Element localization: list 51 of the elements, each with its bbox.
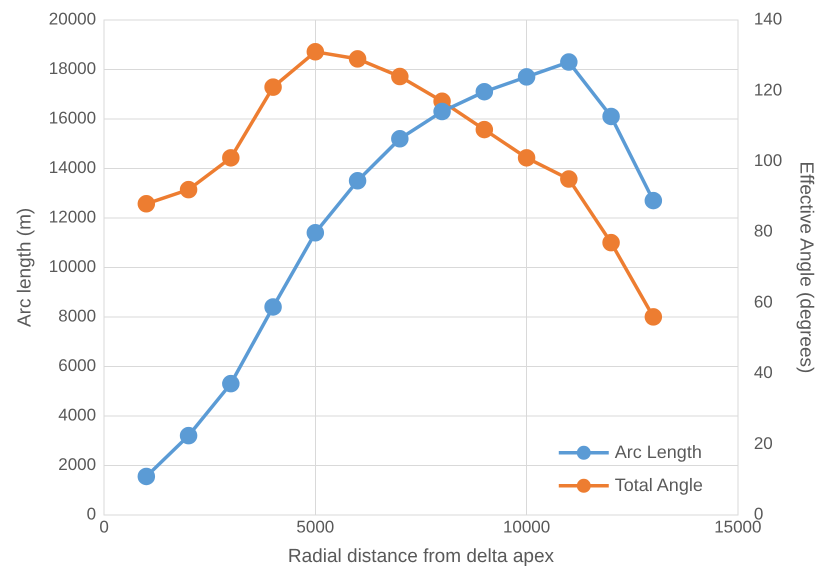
legend-label: Total Angle	[614, 474, 703, 495]
y2-tick-label: 20	[754, 434, 773, 453]
point	[518, 68, 536, 86]
y-tick-label: 14000	[48, 158, 96, 178]
point	[433, 102, 451, 120]
point	[560, 53, 578, 71]
y-tick-label: 12000	[48, 208, 96, 227]
x-tick-label: 10000	[502, 518, 550, 537]
legend-label: Arc Length	[614, 442, 702, 462]
point	[306, 43, 324, 61]
y2-tick-label: 120	[754, 80, 782, 100]
y-tick-label: 8000	[58, 306, 96, 326]
point	[138, 195, 156, 213]
y-tick-label: 4000	[58, 406, 96, 425]
point	[391, 68, 409, 86]
x-tick-label: 5000	[296, 518, 334, 537]
y-tick-label: 6000	[58, 356, 96, 376]
point	[138, 468, 156, 486]
point	[222, 149, 240, 167]
y2-axis-title: Effective Angle (degrees)	[795, 161, 816, 374]
point	[518, 149, 536, 167]
point	[391, 130, 409, 148]
point	[644, 308, 662, 326]
y2-tick-label: 80	[754, 222, 773, 241]
x-axis-title: Radial distance from delta apex	[288, 546, 555, 567]
y2-tick-label: 100	[754, 151, 782, 170]
point	[348, 172, 366, 190]
y-tick-label: 2000	[58, 455, 96, 474]
y2-tick-label: 60	[754, 292, 773, 312]
point	[602, 234, 620, 252]
point	[222, 374, 240, 392]
point	[476, 82, 494, 100]
y-tick-label: 16000	[48, 108, 96, 128]
point	[560, 170, 578, 188]
y-axis-title: Arc length (m)	[14, 208, 36, 328]
point	[180, 180, 198, 198]
point	[306, 224, 324, 242]
point	[348, 50, 366, 68]
point	[180, 426, 198, 444]
y-tick-label: 10000	[48, 257, 96, 276]
x-tick-label: 0	[99, 518, 109, 537]
point	[644, 192, 662, 210]
y2-tick-label: 40	[754, 363, 773, 382]
y2-tick-label: 140	[754, 10, 782, 29]
point	[264, 78, 282, 96]
point	[476, 120, 494, 138]
point	[602, 108, 620, 126]
point	[264, 298, 282, 316]
y-tick-label: 20000	[48, 10, 96, 29]
y-tick-label: 0	[86, 504, 96, 524]
y-tick-label: 18000	[48, 59, 96, 78]
